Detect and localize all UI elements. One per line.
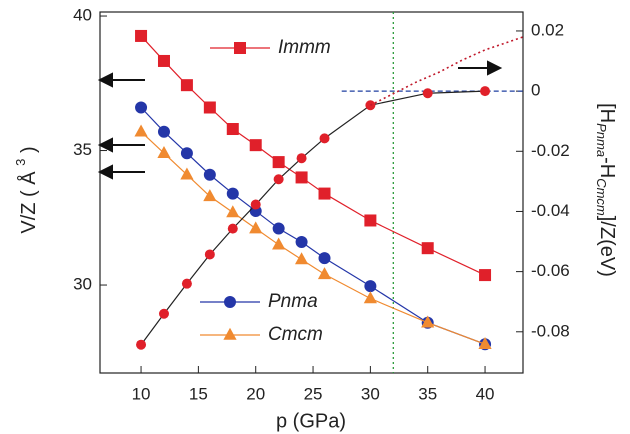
marker bbox=[250, 199, 261, 210]
x-tick-label: 30 bbox=[361, 384, 380, 403]
marker bbox=[203, 189, 217, 202]
y-axis-label: V/Z ( Å 3 ) bbox=[13, 146, 40, 233]
series-line bbox=[140, 90, 486, 346]
marker bbox=[227, 223, 238, 234]
marker bbox=[157, 54, 170, 67]
marker bbox=[318, 187, 331, 200]
x-tick-label: 20 bbox=[246, 384, 265, 403]
marker bbox=[296, 153, 307, 164]
marker bbox=[203, 101, 216, 114]
marker bbox=[226, 205, 240, 218]
marker bbox=[272, 237, 286, 250]
marker bbox=[480, 86, 491, 97]
legend-marker bbox=[224, 296, 236, 308]
series-line bbox=[140, 131, 486, 345]
y-label-part: ) bbox=[18, 146, 40, 158]
marker bbox=[135, 29, 148, 42]
marker bbox=[272, 222, 285, 235]
marker bbox=[157, 146, 171, 159]
y2-tick-label: -0.08 bbox=[531, 321, 570, 340]
y2-label-part: -H bbox=[596, 157, 618, 178]
marker bbox=[249, 139, 262, 152]
y2-tick-label: -0.04 bbox=[531, 201, 570, 220]
marker bbox=[318, 252, 331, 265]
marker bbox=[226, 123, 239, 136]
x-tick-label: 40 bbox=[476, 384, 495, 403]
marker bbox=[273, 174, 284, 185]
y2-tick-label: 0.02 bbox=[531, 20, 564, 39]
marker bbox=[319, 133, 330, 144]
y2-label-part: ]/Z(eV) bbox=[596, 216, 618, 277]
y2-tick-label: 0 bbox=[531, 81, 540, 100]
y2-label-sub: Cmcm bbox=[594, 178, 609, 216]
marker bbox=[134, 124, 148, 137]
marker bbox=[421, 315, 435, 328]
marker bbox=[158, 308, 169, 319]
marker bbox=[203, 168, 216, 181]
marker bbox=[295, 235, 308, 248]
marker bbox=[363, 291, 377, 304]
plot-frame bbox=[99, 11, 524, 374]
arrows bbox=[97, 60, 503, 180]
marker bbox=[157, 125, 170, 138]
legend-label: Immm bbox=[278, 37, 331, 58]
y-label-sup: 3 bbox=[13, 159, 28, 166]
x-axis-label: p (GPa) bbox=[276, 410, 346, 432]
marker bbox=[181, 278, 192, 289]
marker bbox=[294, 252, 309, 265]
y2-label-part: [H bbox=[596, 103, 618, 123]
y2-axis-label: [HPnma-HCmcm]/Z(eV) bbox=[594, 103, 618, 277]
marker bbox=[226, 187, 239, 200]
marker bbox=[249, 221, 263, 234]
marker bbox=[422, 88, 433, 99]
x-tick-label: 25 bbox=[304, 384, 323, 403]
legend-label: Cmcm bbox=[268, 324, 323, 345]
legend-marker bbox=[234, 42, 246, 54]
legend-label: Pnma bbox=[268, 291, 318, 312]
marker bbox=[136, 339, 147, 350]
marker bbox=[364, 280, 377, 293]
marker bbox=[295, 171, 308, 184]
x-tick-label: 15 bbox=[189, 384, 208, 403]
y2-tick-label: -0.02 bbox=[531, 141, 570, 160]
marker bbox=[204, 249, 215, 260]
x-tick-label: 35 bbox=[418, 384, 437, 403]
legend-marker bbox=[223, 327, 237, 340]
y-label-part: V/Z ( Å bbox=[17, 166, 40, 234]
marker bbox=[364, 214, 377, 227]
y2-tick-label: -0.06 bbox=[531, 261, 570, 280]
series-line bbox=[370, 36, 524, 106]
y-tick-label: 35 bbox=[73, 140, 92, 159]
series-line bbox=[140, 35, 486, 276]
marker bbox=[135, 101, 148, 114]
y-tick-label: 30 bbox=[73, 275, 92, 294]
y2-label-sub: Pnma bbox=[594, 123, 609, 157]
marker bbox=[317, 267, 332, 280]
marker bbox=[421, 242, 434, 255]
marker bbox=[180, 147, 193, 160]
x-tick-label: 10 bbox=[132, 384, 151, 403]
y-tick-label: 40 bbox=[73, 6, 92, 25]
marker bbox=[180, 79, 193, 92]
marker bbox=[272, 156, 285, 169]
marker bbox=[478, 337, 492, 350]
marker bbox=[180, 167, 194, 180]
marker bbox=[479, 269, 492, 282]
